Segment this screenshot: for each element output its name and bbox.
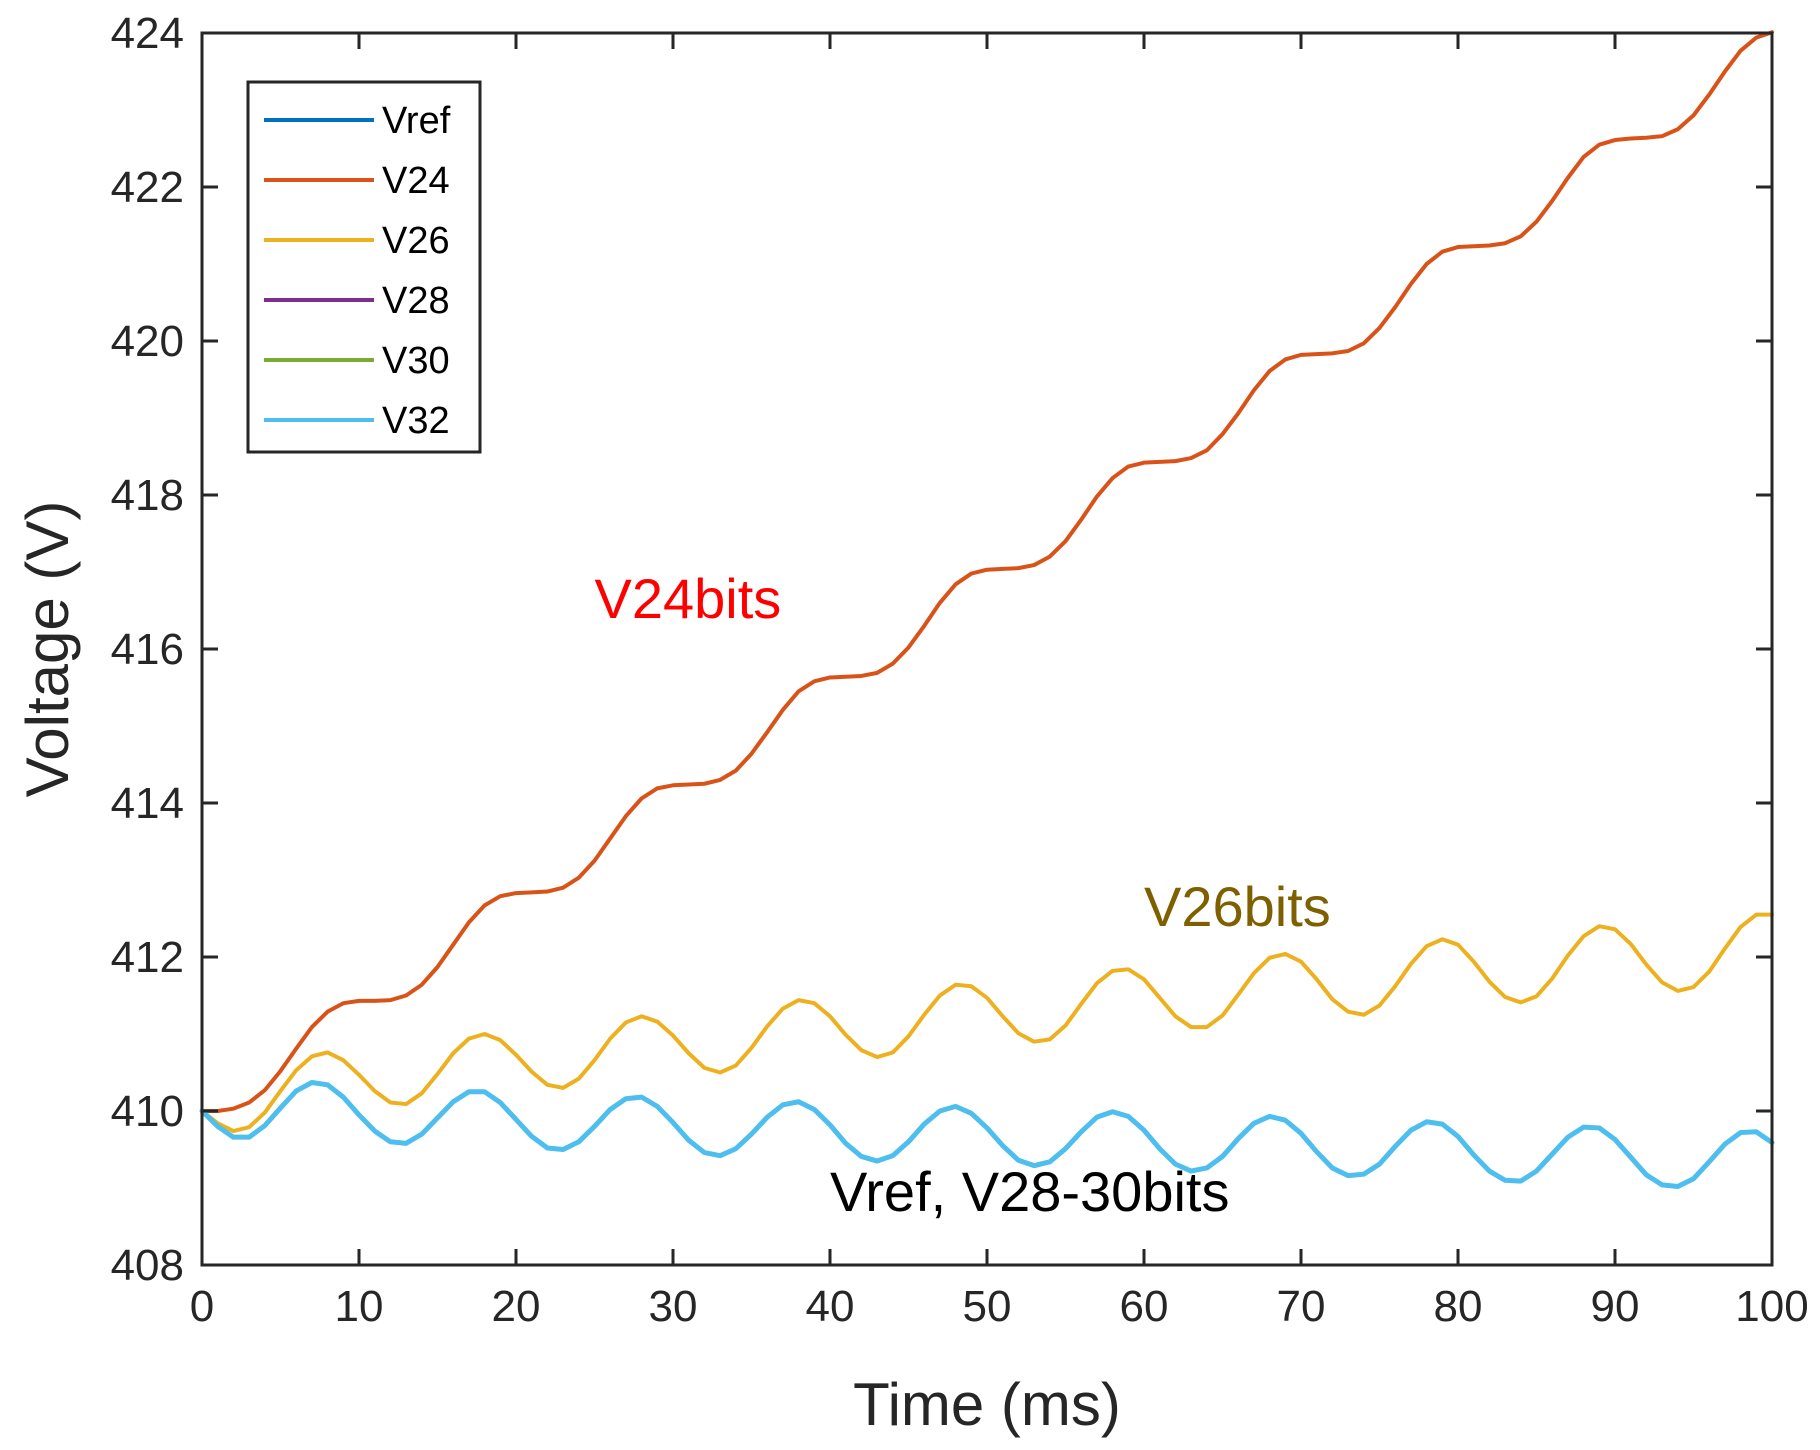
plot-frame [200,31,1774,1267]
legend-label-v28: V28 [382,280,450,322]
legend-box [246,80,482,454]
x-tick-label: 40 [806,1282,855,1331]
legend-label-v26: V26 [382,220,450,262]
ticks-layer: 0 10 20 30 40 50 60 70 80 90 100 408 410 412 414 416 418… [111,9,1809,1331]
x-tick-label: 10 [335,1282,384,1331]
x-tick-label: 70 [1277,1282,1326,1331]
series-line-v26 [200,912,1774,1134]
y-tick-label: 424 [111,9,184,58]
series-line-v32 [199,1080,1775,1189]
y-tick-label: 420 [111,317,184,366]
x-tick-label: 100 [1735,1282,1808,1331]
legend-label-v32: V32 [382,400,450,442]
legend: Vref V24 V26 V28 V30 V32 [246,80,482,454]
series-layer [199,30,1775,1189]
annotation-label-3: Vref, V28-30bits [830,1160,1229,1223]
y-tick-label: 412 [111,933,184,982]
annotation-label-1: V24bits [595,567,782,630]
y-tick-label: 410 [111,1087,184,1136]
x-tick-label: 60 [1120,1282,1169,1331]
legend-label-v30: V30 [382,340,450,382]
y-tick-label: 422 [111,163,184,212]
x-tick-label: 50 [963,1282,1012,1331]
legend-items: Vref V24 V26 V28 V30 V32 [264,100,451,442]
y-tick-label: 414 [111,779,184,828]
legend-label-v24: V24 [382,160,450,202]
x-tick-label: 0 [190,1282,214,1331]
y-axis-title: Voltage (V) [14,501,81,798]
x-tick-label: 30 [649,1282,698,1331]
annotation-label-2: V26bits [1144,875,1331,938]
y-tick-label: 416 [111,625,184,674]
x-axis-title: Time (ms) [853,1371,1121,1438]
x-tick-label: 20 [492,1282,541,1331]
y-tick-label: 418 [111,471,184,520]
y-tick-label: 408 [111,1241,184,1290]
legend-label-vref: Vref [382,100,451,142]
x-tick-label: 90 [1591,1282,1640,1331]
x-tick-label: 80 [1434,1282,1483,1331]
series-line-v24 [200,30,1774,1113]
annotation-layer: V24bits V26bits Vref, V28-30bits [595,567,1331,1223]
